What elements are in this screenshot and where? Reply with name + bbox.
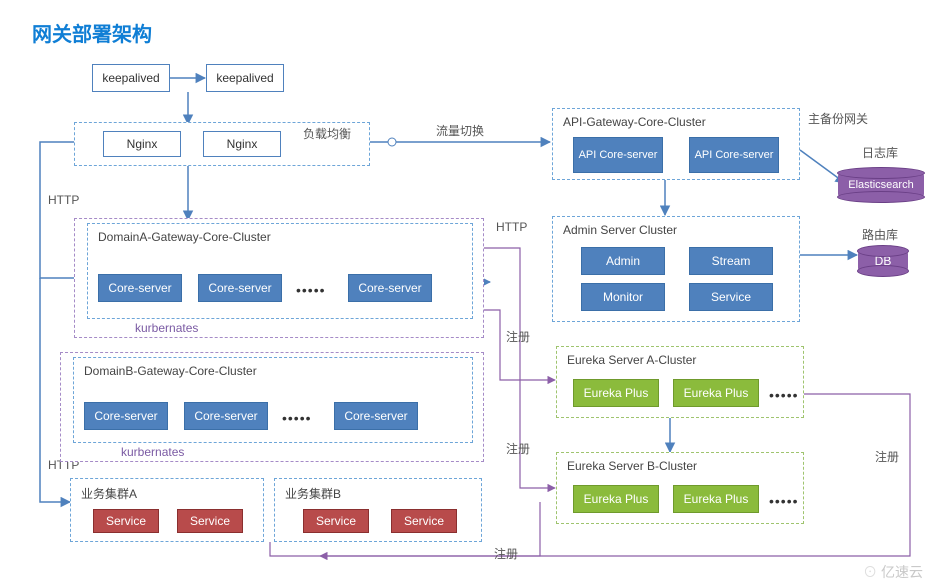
keepalived-b-label: keepalived [216, 71, 273, 85]
domain-a-inner: DomainA-Gateway-Core-Cluster Core-server… [87, 223, 473, 319]
api-item-0: API Core-server [573, 137, 663, 173]
keepalived-a: keepalived [92, 64, 170, 92]
kub-label-a: kurbernates [135, 321, 198, 335]
domain-b-dots: ••••• [282, 410, 312, 426]
domain-b-outer: DomainB-Gateway-Core-Cluster Core-server… [60, 352, 484, 462]
eureka-a-title: Eureka Server A-Cluster [567, 353, 696, 367]
eureka-b-title: Eureka Server B-Cluster [567, 459, 697, 473]
admin-item-3: Service [689, 283, 773, 311]
biz-b-title: 业务集群B [285, 485, 341, 502]
keepalived-a-label: keepalived [102, 71, 159, 85]
kub-label-b: kurbernates [121, 445, 184, 459]
domain-a-dots: ••••• [296, 282, 326, 298]
db-cylinder: DB [858, 250, 908, 272]
domain-a-item-0: Core-server [98, 274, 182, 302]
eureka-b-item-0: Eureka Plus [573, 485, 659, 513]
eureka-a-dots: ••••• [769, 387, 799, 403]
api-cluster: API-Gateway-Core-Cluster API Core-server… [552, 108, 800, 180]
admin-cluster: Admin Server Cluster Admin Stream Monito… [552, 216, 800, 322]
domain-a-item-1: Core-server [198, 274, 282, 302]
domain-a-item-2: Core-server [348, 274, 432, 302]
nginx-cluster: Nginx Nginx 负载均衡 [74, 122, 370, 166]
register-label-3: 注册 [494, 545, 518, 562]
admin-item-1: Stream [689, 247, 773, 275]
admin-item-0: Admin [581, 247, 665, 275]
biz-a: 业务集群A Service Service [70, 478, 264, 542]
domain-b-title: DomainB-Gateway-Core-Cluster [84, 364, 257, 378]
eureka-b-item-1: Eureka Plus [673, 485, 759, 513]
eureka-a-item-1: Eureka Plus [673, 379, 759, 407]
api-cluster-title: API-Gateway-Core-Cluster [563, 115, 706, 129]
biz-a-item-0: Service [93, 509, 159, 533]
load-balance-label: 负载均衡 [303, 125, 351, 142]
http-label-3: HTTP [496, 220, 527, 234]
domain-b-item-1: Core-server [184, 402, 268, 430]
watermark: ⊙ 亿速云 [863, 562, 923, 582]
domain-b-item-2: Core-server [334, 402, 418, 430]
eureka-a-item-0: Eureka Plus [573, 379, 659, 407]
traffic-switch-label: 流量切换 [436, 122, 484, 139]
domain-b-inner: DomainB-Gateway-Core-Cluster Core-server… [73, 357, 473, 443]
api-item-1: API Core-server [689, 137, 779, 173]
admin-cluster-title: Admin Server Cluster [563, 223, 677, 237]
biz-b-item-1: Service [391, 509, 457, 533]
nginx-a: Nginx [103, 131, 181, 157]
es-cylinder: Elasticsearch [838, 172, 924, 198]
nginx-a-label: Nginx [127, 137, 158, 151]
admin-item-2: Monitor [581, 283, 665, 311]
page-title: 网关部署架构 [32, 18, 152, 47]
http-label-1: HTTP [48, 193, 79, 207]
register-label-1: 注册 [506, 328, 530, 345]
es-cylinder-label: Elasticsearch [848, 179, 913, 191]
eureka-b: Eureka Server B-Cluster Eureka Plus Eure… [556, 452, 804, 524]
db-cylinder-label: DB [875, 254, 892, 268]
domain-a-outer: DomainA-Gateway-Core-Cluster Core-server… [74, 218, 484, 338]
eureka-a: Eureka Server A-Cluster Eureka Plus Eure… [556, 346, 804, 418]
nginx-b: Nginx [203, 131, 281, 157]
register-label-4: 注册 [875, 448, 899, 465]
domain-b-item-0: Core-server [84, 402, 168, 430]
domain-a-title: DomainA-Gateway-Core-Cluster [98, 230, 271, 244]
api-note: 主备份网关 [808, 110, 868, 127]
keepalived-b: keepalived [206, 64, 284, 92]
biz-b-item-0: Service [303, 509, 369, 533]
biz-a-item-1: Service [177, 509, 243, 533]
biz-b: 业务集群B Service Service [274, 478, 482, 542]
route-store-label: 路由库 [862, 226, 898, 243]
register-label-2: 注册 [506, 440, 530, 457]
log-store-label: 日志库 [862, 144, 898, 161]
nginx-b-label: Nginx [227, 137, 258, 151]
eureka-b-dots: ••••• [769, 493, 799, 509]
biz-a-title: 业务集群A [81, 485, 137, 502]
